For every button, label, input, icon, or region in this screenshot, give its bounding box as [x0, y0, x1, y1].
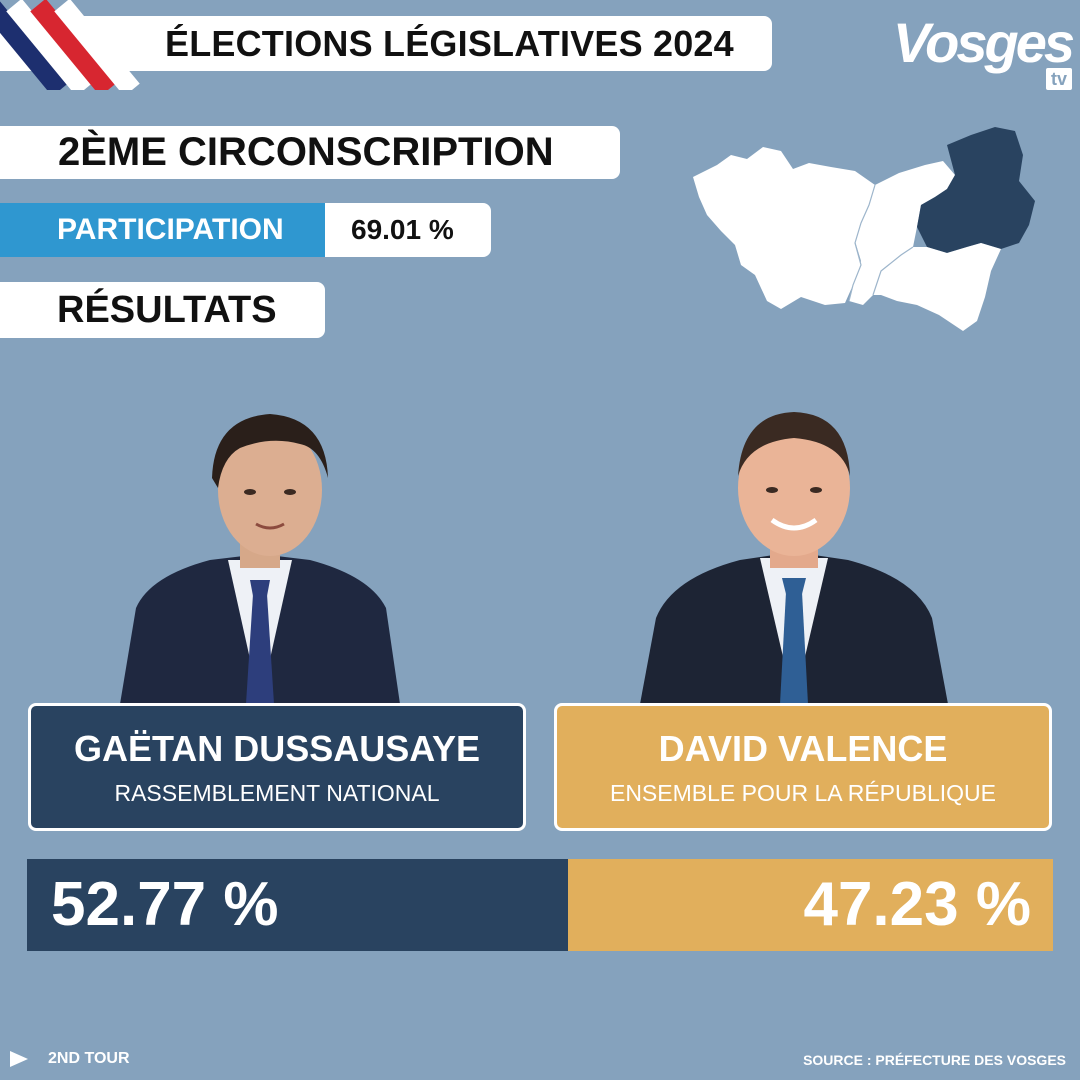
candidate-2-photo	[640, 412, 948, 704]
candidate-1-card: GAËTAN DUSSAUSAYE RASSEMBLEMENT NATIONAL	[28, 703, 526, 831]
logo-tv-badge: tv	[1045, 68, 1072, 90]
candidate-1-party: RASSEMBLEMENT NATIONAL	[114, 779, 440, 806]
candidate-2-name: DAVID VALENCE	[658, 727, 948, 769]
candidate-2-party: ENSEMBLE POUR LA RÉPUBLIQUE	[609, 779, 996, 806]
source-label: SOURCE : PRÉFECTURE DES VOSGES	[803, 1052, 1066, 1068]
candidate-1-photo	[120, 414, 400, 704]
map-region-center	[849, 161, 955, 305]
participation-value-box: 69.01 %	[325, 203, 491, 257]
vosges-tv-logo: Vosges tv	[893, 10, 1075, 90]
candidate-1-percent: 52.77 %	[51, 870, 279, 939]
result-bar: 52.77 % 47.23 %	[27, 859, 1053, 951]
map-region-south	[873, 243, 1001, 331]
circonscription-label: 2ÈME CIRCONSCRIPTION	[58, 130, 554, 174]
circonscription-banner: 2ÈME CIRCONSCRIPTION	[0, 126, 620, 179]
candidate-2-percent: 47.23 %	[803, 870, 1031, 939]
round-label: 2ND TOUR	[48, 1050, 130, 1067]
candidate-1-name: GAËTAN DUSSAUSAYE	[73, 727, 481, 769]
french-flag-icon	[0, 0, 140, 90]
logo-word: Vosges	[892, 11, 1075, 74]
vosges-map-icon	[693, 127, 1035, 331]
candidate-2-card: DAVID VALENCE ENSEMBLE POUR LA RÉPUBLIQU…	[554, 703, 1052, 831]
results-label: RÉSULTATS	[57, 288, 277, 331]
title-banner: ÉLECTIONS LÉGISLATIVES 2024	[0, 0, 772, 90]
result-bar-candidate-2: 47.23 %	[568, 859, 1053, 951]
play-icon	[10, 1051, 28, 1067]
result-bar-candidate-1: 52.77 %	[27, 859, 569, 951]
footer-round: 2ND TOUR	[10, 1050, 130, 1068]
page-title: ÉLECTIONS LÉGISLATIVES 2024	[165, 23, 734, 64]
participation-label: PARTICIPATION	[0, 203, 325, 257]
participation-value: 69.01 %	[351, 214, 454, 245]
map-region-circ2	[917, 127, 1035, 253]
map-region-west	[693, 147, 875, 309]
results-banner: RÉSULTATS	[0, 282, 325, 338]
